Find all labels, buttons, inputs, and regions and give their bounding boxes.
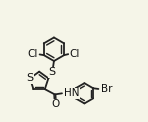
Text: HN: HN <box>64 88 79 98</box>
Text: S: S <box>49 67 56 77</box>
Text: Cl: Cl <box>70 49 80 59</box>
Text: O: O <box>51 99 59 109</box>
Text: Cl: Cl <box>27 49 37 59</box>
Text: S: S <box>26 73 33 83</box>
Text: Br: Br <box>101 84 112 94</box>
